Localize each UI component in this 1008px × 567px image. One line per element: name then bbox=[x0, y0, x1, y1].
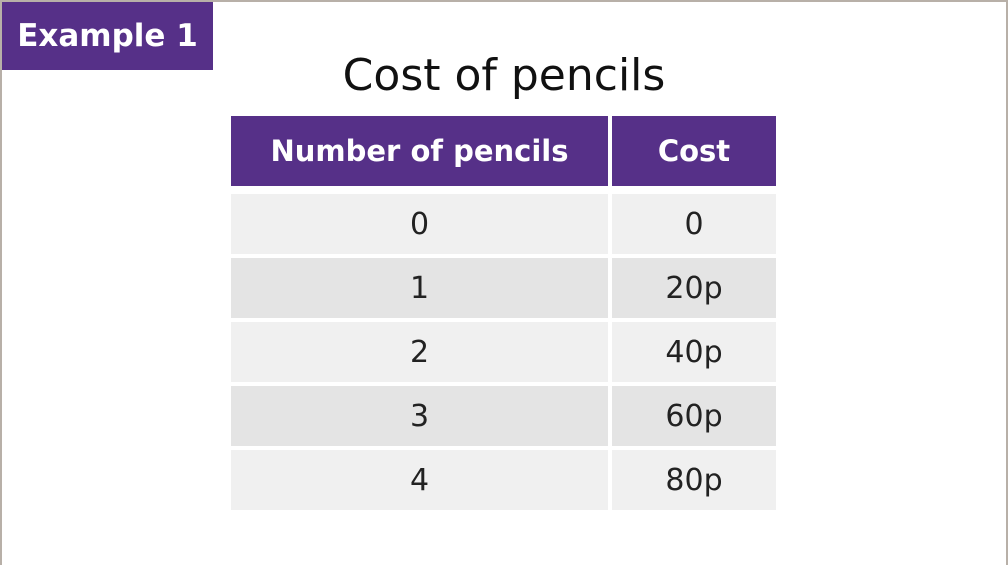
table-cell: 80p bbox=[612, 450, 776, 510]
table-header-cell: Number of pencils bbox=[231, 116, 608, 186]
table-cell: 0 bbox=[231, 194, 608, 254]
table-cell: 1 bbox=[231, 258, 608, 318]
example-badge: Example 1 bbox=[2, 2, 213, 70]
table-header-cell: Cost bbox=[612, 116, 776, 186]
page-title: Cost of pencils bbox=[342, 50, 666, 101]
table-cell: 0 bbox=[612, 194, 776, 254]
table-cell: 3 bbox=[231, 386, 608, 446]
table-cell: 60p bbox=[612, 386, 776, 446]
table-cell: 40p bbox=[612, 322, 776, 382]
table-cell: 20p bbox=[612, 258, 776, 318]
table-cell: 2 bbox=[231, 322, 608, 382]
table-cell: 4 bbox=[231, 450, 608, 510]
